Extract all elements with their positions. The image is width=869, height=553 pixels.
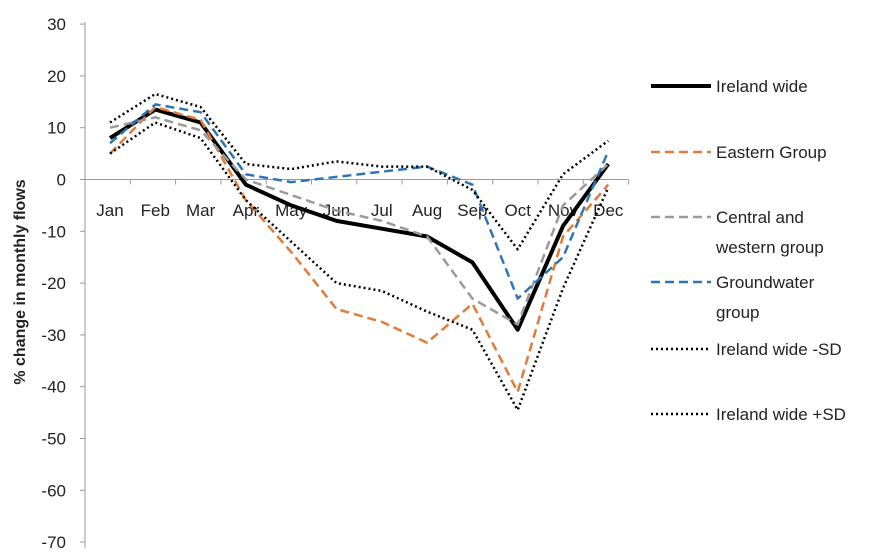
series-lines: [108, 92, 610, 412]
series-line-1: [109, 105, 610, 394]
y-tick-label: -30: [41, 326, 66, 345]
axes: 30 20 10 0 -10 -20 -30 -40 -50 -60 -70 Jan Feb Mar Apr…: [41, 15, 630, 552]
x-tick-label: Mar: [186, 201, 216, 220]
y-tick-label: 0: [57, 171, 66, 190]
x-tick-label: Aug: [412, 201, 442, 220]
legend: Ireland wide Eastern Group Central and west…: [651, 77, 846, 424]
legend-label-2: Central and western group: [715, 208, 824, 257]
y-tick-label: 20: [47, 67, 66, 86]
legend-label-0: Ireland wide: [716, 77, 808, 96]
y-tick-label: -50: [41, 430, 66, 449]
legend-label-3: Groundwater group: [716, 273, 815, 322]
series-line-2: [109, 116, 610, 326]
x-tick-label: Dec: [593, 201, 624, 220]
y-tick-label: 30: [47, 15, 66, 34]
series-line-3: [109, 103, 610, 300]
legend-label-1: Eastern Group: [716, 143, 827, 162]
x-tick-label: Oct: [504, 201, 531, 220]
y-tick-label: -70: [41, 533, 66, 548]
x-tick-label: Jul: [371, 201, 393, 220]
x-tick-label: Jan: [96, 201, 123, 220]
series-line-4: [109, 121, 610, 412]
y-axis-label: % change in monthly flows: [12, 179, 29, 384]
x-tick-label: May: [275, 201, 308, 220]
y-tick-label: -40: [41, 378, 66, 397]
y-tick-label: -60: [41, 481, 66, 500]
y-tick-label: -20: [41, 274, 66, 293]
series-line-0: [108, 107, 610, 332]
x-tick-label: Feb: [141, 201, 170, 220]
x-tick-label: Apr: [233, 201, 260, 220]
series-line-5: [109, 92, 610, 251]
y-tick-label: -10: [41, 222, 66, 241]
legend-label-5: Ireland wide +SD: [716, 405, 846, 424]
legend-label-4: Ireland wide -SD: [716, 340, 842, 359]
y-tick-label: 10: [47, 119, 66, 138]
